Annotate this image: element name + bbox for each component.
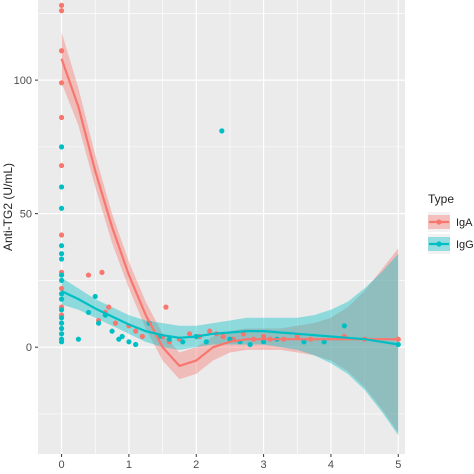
y-tick-label: 50 — [20, 209, 32, 221]
data-point-igg — [58, 256, 65, 262]
legend-label-iga: IgA — [456, 217, 473, 229]
legend-key-point — [436, 219, 442, 225]
data-point-igg — [58, 144, 65, 150]
data-point-igg — [75, 336, 82, 342]
data-point-igg — [227, 336, 233, 342]
data-point-iga — [58, 114, 65, 121]
data-point-igg — [133, 341, 139, 348]
x-tick-label: 5 — [395, 459, 401, 471]
data-point-iga — [294, 333, 300, 340]
data-point-igg — [58, 320, 65, 326]
data-point-igg — [321, 339, 327, 345]
data-point-igg — [180, 339, 186, 345]
x-tick-label: 3 — [261, 459, 267, 471]
data-point-igg — [260, 339, 267, 345]
data-point-igg — [58, 331, 65, 337]
x-tick-label: 2 — [193, 459, 199, 471]
data-point-iga — [133, 328, 139, 334]
x-tick-label: 1 — [126, 459, 132, 471]
data-point-iga — [220, 333, 226, 340]
data-point-igg — [58, 315, 65, 321]
data-point-iga — [139, 333, 145, 340]
data-point-iga — [58, 8, 65, 14]
data-point-igg — [126, 339, 132, 345]
data-point-igg — [92, 293, 98, 300]
data-point-iga — [106, 304, 112, 310]
data-point-iga — [58, 232, 65, 238]
x-tick-label: 4 — [328, 459, 334, 471]
data-point-iga — [58, 162, 65, 169]
y-tick-label: 0 — [26, 342, 32, 354]
plot-panel — [38, 0, 405, 454]
data-point-igg — [58, 272, 65, 278]
legend-key-point — [436, 241, 442, 247]
data-point-iga — [260, 333, 267, 340]
x-tick-label: 0 — [59, 459, 65, 471]
data-point-iga — [58, 285, 65, 292]
y-axis: 0 50 100 — [14, 75, 38, 354]
data-point-igg — [58, 339, 65, 345]
data-point-igg — [247, 341, 253, 348]
data-point-igg — [109, 328, 115, 334]
data-point-igg — [58, 205, 65, 211]
fit-line-iga — [60, 58, 399, 367]
data-point-igg — [341, 323, 347, 329]
y-axis-title: Anti-TG2 (U/mL) — [1, 163, 15, 251]
data-point-iga — [58, 2, 65, 8]
data-point-igg — [58, 325, 65, 332]
data-point-iga — [186, 331, 193, 337]
data-point-igg — [58, 184, 65, 190]
data-point-igg — [85, 309, 92, 316]
data-point-igg — [203, 339, 209, 345]
data-point-igg — [166, 336, 172, 342]
data-point-iga — [207, 328, 213, 334]
data-point-iga — [85, 272, 92, 278]
data-point-igg — [96, 320, 102, 326]
data-point-igg — [58, 277, 65, 284]
data-point-iga — [58, 80, 65, 86]
legend-key-igg — [428, 234, 450, 254]
confidence-band-iga — [61, 32, 399, 433]
data-point-iga — [163, 304, 169, 310]
data-point-igg — [58, 296, 65, 302]
data-point-iga — [58, 48, 65, 54]
legend-label-igg: IgG — [456, 239, 474, 251]
legend: Type IgA IgG — [428, 192, 474, 254]
legend-title: Type — [428, 192, 454, 206]
grid-major — [38, 0, 405, 454]
data-point-iga — [99, 269, 105, 275]
grid-minor — [38, 0, 405, 454]
fit-lines — [60, 58, 399, 367]
data-point-igg — [58, 251, 65, 257]
data-point-igg — [219, 128, 225, 134]
data-point-igg — [301, 339, 307, 345]
y-tick-label: 100 — [14, 75, 32, 87]
data-point-igg — [119, 333, 125, 340]
data-point-igg — [58, 243, 65, 249]
fit-line-igg — [61, 290, 399, 346]
legend-key-iga — [428, 212, 450, 232]
confidence-bands — [61, 32, 399, 436]
confidence-band-igg — [61, 253, 399, 436]
x-axis: 0 1 2 3 4 5 — [59, 454, 401, 471]
data-point-igg — [58, 307, 65, 313]
data-point-iga — [112, 320, 119, 326]
